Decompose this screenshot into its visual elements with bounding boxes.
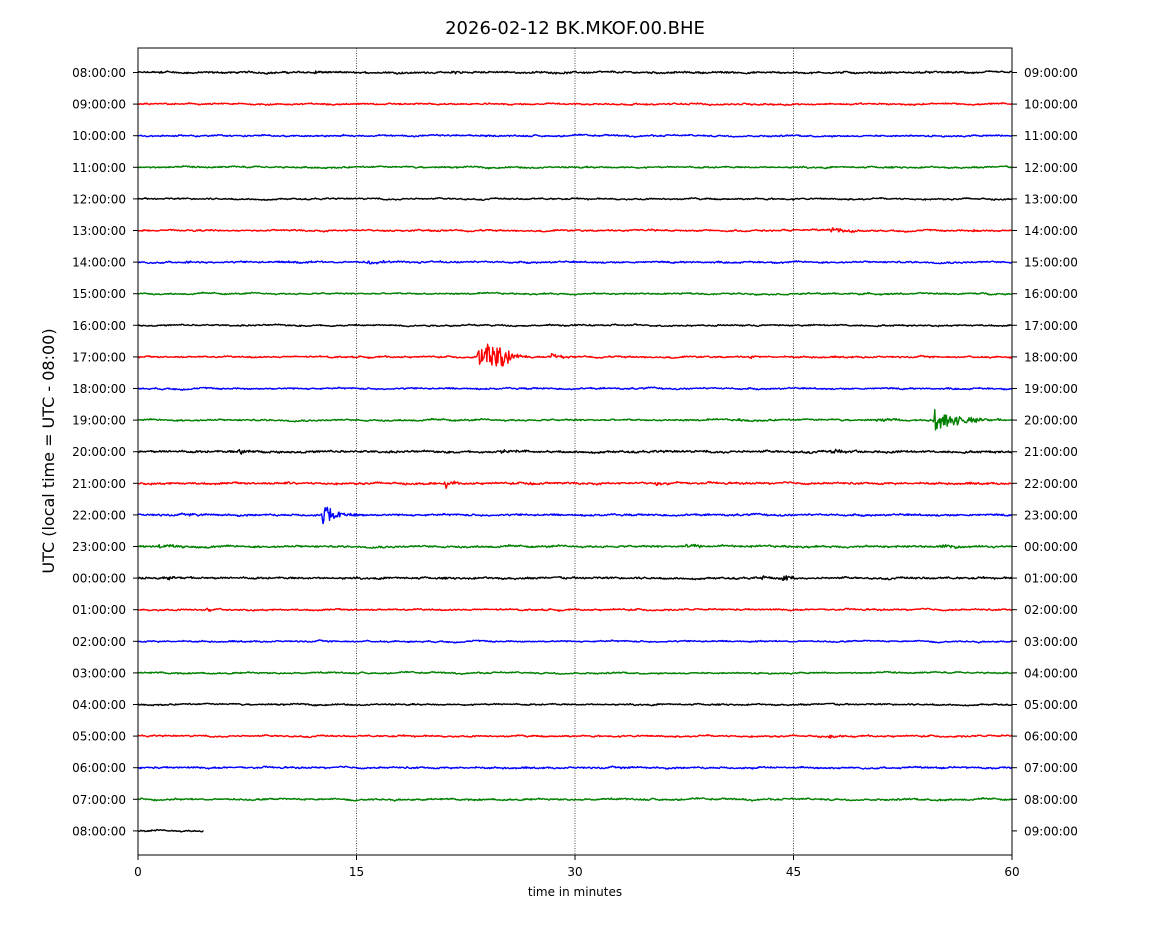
trace-line [137, 133, 1013, 139]
y-tick-label-left: 01:00:00 [72, 603, 126, 617]
trace-line [137, 607, 1013, 613]
y-tick-label-left: 14:00:00 [72, 256, 126, 270]
y-tick-label-left: 13:00:00 [72, 224, 126, 238]
x-tick-label: 0 [134, 865, 142, 879]
y-tick-label-left: 00:00:00 [72, 572, 126, 586]
trace-line [137, 765, 1013, 770]
y-tick-label-left: 15:00:00 [72, 287, 126, 301]
y-tick-label-right: 11:00:00 [1024, 129, 1078, 143]
x-tick-label: 60 [1004, 865, 1019, 879]
y-tick-label-right: 05:00:00 [1024, 698, 1078, 712]
y-tick-label-right: 02:00:00 [1024, 603, 1078, 617]
y-tick-label-right: 13:00:00 [1024, 192, 1078, 206]
ticks: 08:00:00 09:00:00 10:00:00 11:00:00 12:00:00… [72, 66, 1078, 879]
y-tick-label-left: 17:00:00 [72, 350, 126, 364]
y-tick-label-right: 06:00:00 [1024, 730, 1078, 744]
x-tick-label: 15 [349, 865, 364, 879]
trace-line [137, 343, 1013, 367]
y-tick-label-right: 21:00:00 [1024, 445, 1078, 459]
trace-line [137, 543, 1013, 549]
y-tick-label-right: 04:00:00 [1024, 666, 1078, 680]
y-tick-label-left: 09:00:00 [72, 98, 126, 112]
trace-line [137, 506, 1013, 525]
trace-line [137, 448, 1013, 455]
y-tick-label-right: 17:00:00 [1024, 319, 1078, 333]
trace-line [137, 480, 1013, 490]
x-tick-label: 45 [786, 865, 801, 879]
chart-title: 2026-02-12 BK.MKOF.00.BHE [445, 18, 705, 39]
y-tick-label-left: 12:00:00 [72, 192, 126, 206]
y-axis-label: UTC (local time = UTC - 08:00) [39, 328, 58, 573]
y-tick-label-left: 07:00:00 [72, 793, 126, 807]
y-tick-label-left: 19:00:00 [72, 414, 126, 428]
trace-line [137, 165, 1013, 170]
y-tick-label-left: 02:00:00 [72, 635, 126, 649]
y-tick-label-right: 03:00:00 [1024, 635, 1078, 649]
trace-line [137, 259, 1013, 265]
y-tick-label-right: 23:00:00 [1024, 508, 1078, 522]
y-tick-label-right: 01:00:00 [1024, 572, 1078, 586]
y-tick-label-left: 04:00:00 [72, 698, 126, 712]
y-tick-label-left: 10:00:00 [72, 129, 126, 143]
trace-line [137, 323, 1013, 328]
trace-line [137, 639, 1013, 644]
trace-line [137, 702, 1013, 707]
y-tick-label-right: 22:00:00 [1024, 477, 1078, 491]
y-tick-label-left: 03:00:00 [72, 666, 126, 680]
trace-line [137, 291, 1013, 296]
y-tick-label-right: 00:00:00 [1024, 540, 1078, 554]
y-tick-label-left: 11:00:00 [72, 161, 126, 175]
y-tick-label-right: 18:00:00 [1024, 350, 1078, 364]
trace-line [137, 196, 1013, 202]
y-tick-label-right: 09:00:00 [1024, 66, 1078, 80]
trace-line [137, 670, 1013, 676]
y-tick-label-right: 08:00:00 [1024, 793, 1078, 807]
y-tick-label-right: 09:00:00 [1024, 824, 1078, 838]
y-tick-label-left: 08:00:00 [72, 66, 126, 80]
y-tick-label-left: 08:00:00 [72, 824, 126, 838]
trace-line [137, 575, 1013, 581]
y-tick-label-left: 06:00:00 [72, 761, 126, 775]
traces [137, 70, 1013, 833]
trace-line [137, 227, 1013, 234]
y-tick-label-right: 19:00:00 [1024, 382, 1078, 396]
y-tick-label-right: 10:00:00 [1024, 98, 1078, 112]
y-tick-label-left: 22:00:00 [72, 508, 126, 522]
trace-line [137, 734, 1013, 739]
trace-line [137, 828, 204, 833]
y-tick-label-right: 07:00:00 [1024, 761, 1078, 775]
x-axis-label: time in minutes [528, 885, 622, 899]
y-tick-label-left: 21:00:00 [72, 477, 126, 491]
trace-line [137, 102, 1013, 107]
y-tick-label-left: 23:00:00 [72, 540, 126, 554]
trace-line [137, 70, 1013, 75]
trace-line [137, 386, 1013, 391]
y-tick-label-left: 05:00:00 [72, 730, 126, 744]
x-tick-label: 30 [567, 865, 582, 879]
y-tick-label-right: 16:00:00 [1024, 287, 1078, 301]
y-tick-label-left: 16:00:00 [72, 319, 126, 333]
y-tick-label-right: 12:00:00 [1024, 161, 1078, 175]
y-tick-label-right: 14:00:00 [1024, 224, 1078, 238]
y-tick-label-right: 20:00:00 [1024, 414, 1078, 428]
trace-line [137, 797, 1013, 802]
y-tick-label-left: 18:00:00 [72, 382, 126, 396]
y-tick-label-left: 20:00:00 [72, 445, 126, 459]
trace-line [137, 408, 1013, 431]
y-tick-label-right: 15:00:00 [1024, 256, 1078, 270]
